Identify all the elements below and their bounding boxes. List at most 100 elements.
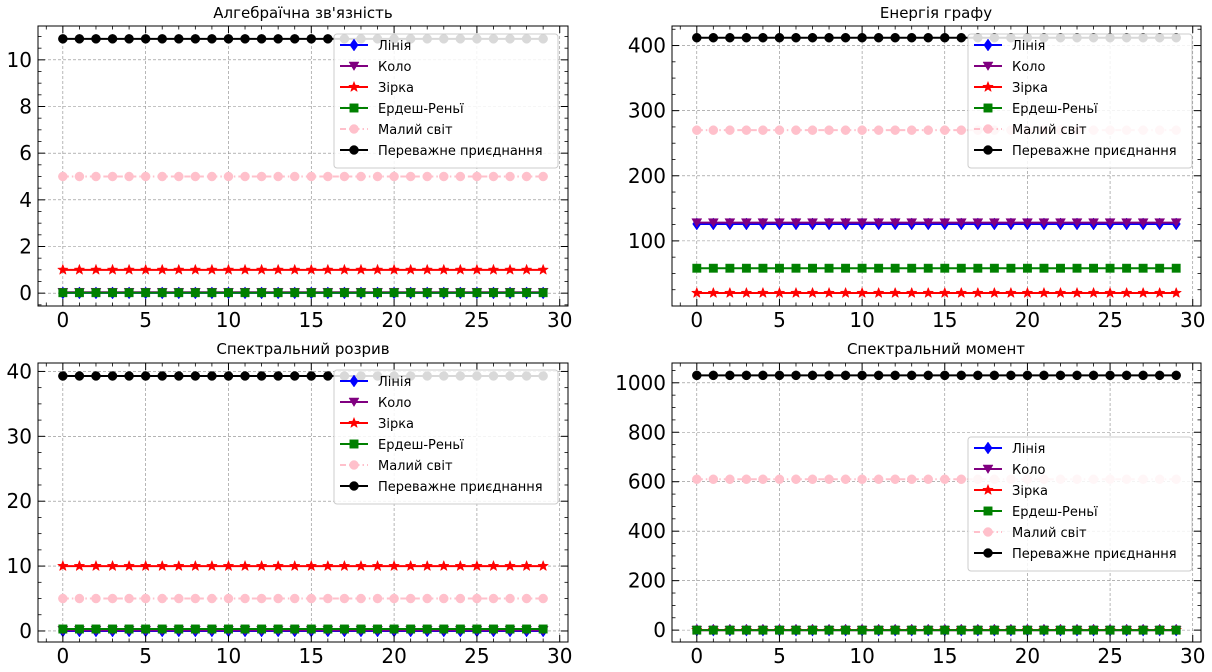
data-point-preferential-attachment bbox=[1105, 370, 1115, 381]
data-point-preferential-attachment bbox=[124, 34, 134, 44]
data-point-star bbox=[355, 263, 367, 275]
legend-marker-line bbox=[983, 38, 993, 52]
data-point-small-world bbox=[58, 593, 68, 604]
data-point-preferential-attachment bbox=[725, 370, 735, 381]
data-point-preferential-attachment bbox=[1121, 370, 1132, 381]
data-point-small-world bbox=[107, 171, 118, 182]
legend-marker-star bbox=[982, 483, 994, 496]
data-point-small-world bbox=[439, 171, 449, 182]
data-point-small-world bbox=[389, 171, 399, 182]
data-point-small-world bbox=[339, 593, 350, 604]
data-point-erdos-renyi bbox=[1122, 263, 1132, 273]
data-point-cycle bbox=[823, 218, 835, 228]
series-cycle bbox=[691, 218, 1182, 228]
data-point-erdos-renyi bbox=[439, 624, 449, 634]
data-point-preferential-attachment bbox=[857, 370, 867, 381]
data-point-preferential-attachment bbox=[824, 32, 834, 43]
legend-marker-star bbox=[982, 80, 994, 93]
chart-title: Енергія графу bbox=[880, 4, 992, 22]
data-point-preferential-attachment bbox=[74, 34, 85, 44]
data-point-erdos-renyi bbox=[455, 288, 465, 298]
data-point-star bbox=[470, 263, 483, 275]
data-point-erdos-renyi bbox=[356, 288, 366, 298]
series-star bbox=[56, 263, 550, 275]
data-point-erdos-renyi bbox=[1155, 263, 1165, 273]
data-point-erdos-renyi bbox=[1039, 625, 1049, 635]
data-point-erdos-renyi bbox=[174, 288, 184, 298]
data-point-star bbox=[56, 559, 69, 572]
data-point-erdos-renyi bbox=[290, 624, 300, 634]
data-point-preferential-attachment bbox=[240, 371, 250, 381]
data-point-preferential-attachment bbox=[708, 32, 719, 43]
data-point-erdos-renyi bbox=[339, 624, 349, 634]
data-point-star bbox=[889, 286, 902, 299]
data-point-erdos-renyi bbox=[1105, 625, 1115, 635]
data-point-cycle bbox=[922, 218, 934, 228]
axes-frame bbox=[671, 25, 1202, 307]
data-point-star bbox=[520, 263, 533, 275]
data-point-erdos-renyi bbox=[940, 625, 950, 635]
data-point-preferential-attachment bbox=[240, 34, 250, 44]
data-point-preferential-attachment bbox=[223, 371, 234, 381]
data-point-erdos-renyi bbox=[1105, 263, 1115, 273]
data-point-erdos-renyi bbox=[824, 625, 834, 635]
data-point-preferential-attachment bbox=[940, 370, 950, 381]
data-point-star bbox=[156, 559, 169, 572]
data-point-small-world bbox=[906, 474, 917, 484]
legend-label-line: Лінія bbox=[378, 39, 411, 54]
data-point-small-world bbox=[58, 171, 68, 182]
data-point-cycle bbox=[807, 218, 818, 228]
data-point-erdos-renyi bbox=[439, 288, 449, 298]
data-point-preferential-attachment bbox=[323, 371, 333, 381]
data-point-erdos-renyi bbox=[58, 624, 68, 634]
data-point-star bbox=[723, 286, 736, 299]
data-point-star bbox=[73, 263, 86, 275]
data-point-erdos-renyi bbox=[973, 263, 983, 273]
data-point-star bbox=[73, 559, 86, 572]
legend-label-preferential-attachment: Переважне приєднання bbox=[1012, 144, 1177, 159]
series-erdos-renyi bbox=[692, 625, 1181, 635]
data-point-erdos-renyi bbox=[1138, 263, 1148, 273]
data-point-preferential-attachment bbox=[758, 32, 768, 43]
x-tick-label: 15 bbox=[299, 308, 324, 332]
x-tick-label: 15 bbox=[932, 644, 957, 668]
y-tick-label: 0 bbox=[19, 281, 32, 305]
legend-box bbox=[967, 33, 1193, 169]
series-star bbox=[56, 559, 550, 572]
data-point-erdos-renyi bbox=[108, 624, 117, 634]
data-point-small-world bbox=[240, 171, 250, 182]
data-point-preferential-attachment bbox=[725, 32, 735, 43]
data-point-star bbox=[338, 559, 351, 572]
data-point-erdos-renyi bbox=[257, 288, 267, 298]
legend-marker-small-world bbox=[349, 124, 359, 134]
data-point-preferential-attachment bbox=[273, 34, 283, 44]
data-point-erdos-renyi bbox=[339, 288, 349, 298]
data-point-erdos-renyi bbox=[124, 288, 134, 298]
data-point-erdos-renyi bbox=[389, 624, 399, 634]
data-point-erdos-renyi bbox=[907, 263, 917, 273]
data-point-preferential-attachment bbox=[1138, 370, 1148, 381]
y-tick-label: 400 bbox=[628, 34, 666, 58]
data-point-erdos-renyi bbox=[725, 625, 735, 635]
x-tick-label: 10 bbox=[849, 308, 874, 332]
data-point-erdos-renyi bbox=[240, 288, 250, 298]
data-point-small-world bbox=[356, 171, 366, 182]
y-tick-label: 10 bbox=[7, 48, 32, 72]
y-tick-label: 8 bbox=[19, 95, 32, 119]
data-point-small-world bbox=[521, 171, 532, 182]
data-point-star bbox=[872, 286, 885, 299]
data-point-preferential-attachment bbox=[1088, 370, 1099, 381]
data-point-preferential-attachment bbox=[140, 34, 151, 44]
data-point-erdos-renyi bbox=[505, 624, 515, 634]
data-point-small-world bbox=[923, 125, 933, 135]
legend-marker-cycle bbox=[982, 61, 994, 71]
data-point-erdos-renyi bbox=[692, 263, 702, 273]
data-point-small-world bbox=[405, 593, 416, 604]
data-point-star bbox=[123, 559, 136, 572]
data-point-star bbox=[305, 263, 318, 275]
data-point-star bbox=[321, 559, 334, 572]
data-point-erdos-renyi bbox=[190, 288, 200, 298]
data-point-star bbox=[823, 286, 835, 299]
y-tick-label: 800 bbox=[628, 420, 666, 444]
data-point-star bbox=[139, 559, 152, 572]
